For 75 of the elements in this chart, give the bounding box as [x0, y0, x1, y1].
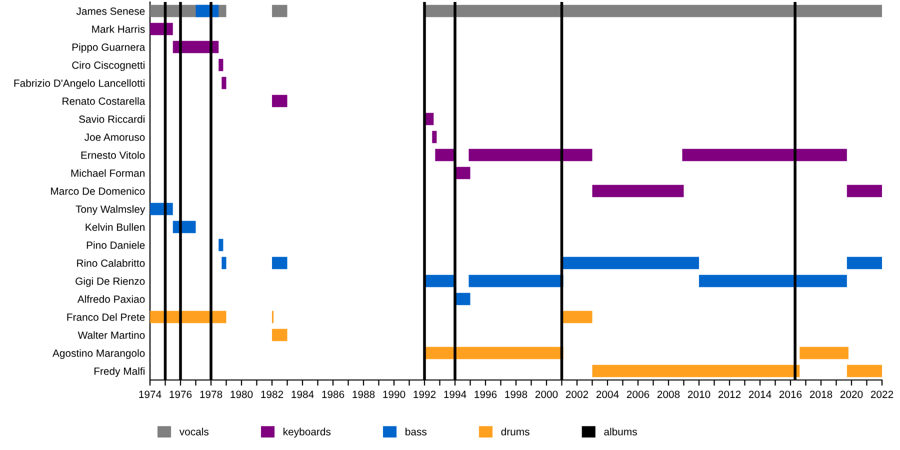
y-tick-label: Tony Walmsley [76, 205, 146, 215]
x-tick-label: 2000 [535, 390, 558, 398]
y-tick-label: James Senese [76, 8, 145, 15]
bar [218, 58, 224, 72]
bar [592, 364, 800, 378]
bar [272, 328, 288, 342]
y-tick-label: Pino Daniele [86, 241, 145, 249]
x-tick-label: 2018 [810, 390, 832, 398]
x-tick-label: 1974 [139, 390, 162, 398]
legend-label: bass [406, 428, 426, 436]
x-tick-label: 2014 [748, 390, 772, 398]
x-tick-label: 2016 [779, 390, 802, 398]
y-tick-label: Rino Calabritto [77, 259, 145, 267]
y-tick-label: Ernesto Vitolo [81, 151, 145, 159]
x-tick-label: 2012 [718, 390, 741, 398]
x-tick-label: 1984 [292, 390, 314, 398]
x-tick-label: 2020 [840, 390, 863, 398]
x-tick-label: 2004 [596, 390, 619, 398]
y-tick-label: Gigi De Rienzo [76, 277, 145, 287]
y-tick-label: Fabrizio D'Angelo Lancellotti [14, 79, 144, 89]
y-tick-label: Alfredo Paxiao [77, 295, 145, 303]
y-tick-label: Ciro Ciscognetti [72, 61, 144, 71]
legend-label: keyboards [284, 428, 331, 438]
y-tick-label: Joe Amoruso [84, 134, 145, 141]
bar [424, 346, 564, 360]
x-tick-label: 1996 [474, 390, 497, 398]
y-tick-label: Michael Forman [71, 169, 144, 177]
bar [699, 274, 847, 288]
y-tick-label: Mark Harris [92, 25, 145, 33]
x-tick-label: 2006 [626, 390, 650, 398]
x-tick-label: 1980 [230, 390, 253, 398]
y-tick-label: Agostino Marangolo [52, 349, 145, 359]
x-tick-label: 2010 [688, 390, 710, 398]
bar [468, 148, 592, 162]
legend-label: drums [501, 428, 530, 436]
bar [435, 148, 455, 162]
x-tick-label: 1994 [444, 390, 466, 398]
bar [272, 256, 288, 270]
bar [846, 364, 882, 378]
x-tick-label: 1988 [352, 390, 375, 398]
bar [222, 256, 226, 270]
y-tick-label: Franco Del Prete [67, 313, 145, 321]
x-tick-label: 1976 [170, 390, 192, 398]
x-tick-label: 1986 [322, 390, 344, 398]
x-tick-label: 1978 [200, 390, 222, 398]
bar [432, 130, 437, 144]
x-tick-label: 2002 [566, 390, 588, 398]
bar [562, 256, 699, 270]
bar [222, 76, 226, 90]
bar [272, 4, 288, 18]
bar [592, 184, 684, 198]
y-tick-label: Savio Riccardi [79, 115, 144, 123]
bar [218, 238, 224, 252]
y-tick-label: Pippo Guarnera [72, 43, 146, 53]
y-tick-label: Kelvin Bullen [86, 223, 144, 231]
bar [800, 346, 848, 360]
x-tick-label: 1992 [414, 390, 436, 398]
bar [682, 148, 847, 162]
x-tick-label: 2008 [657, 390, 680, 398]
bar [562, 310, 592, 324]
bar [846, 184, 882, 198]
x-tick-label: 2022 [870, 390, 894, 398]
bar [272, 94, 288, 108]
bar [424, 4, 882, 18]
x-tick-label: 1982 [261, 390, 284, 398]
x-tick-label: 1990 [383, 390, 406, 398]
bar [846, 256, 882, 270]
legend-label: vocals [179, 428, 209, 436]
y-tick-label: Renato Costarella [62, 97, 146, 105]
y-tick-label: Marco De Domenico [51, 187, 145, 195]
bar [468, 274, 564, 288]
legend-label: albums [604, 428, 637, 436]
y-tick-label: Walter Martino [78, 331, 145, 339]
y-tick-label: Fredy Malfi [94, 367, 144, 377]
x-tick-label: 1998 [505, 390, 528, 398]
